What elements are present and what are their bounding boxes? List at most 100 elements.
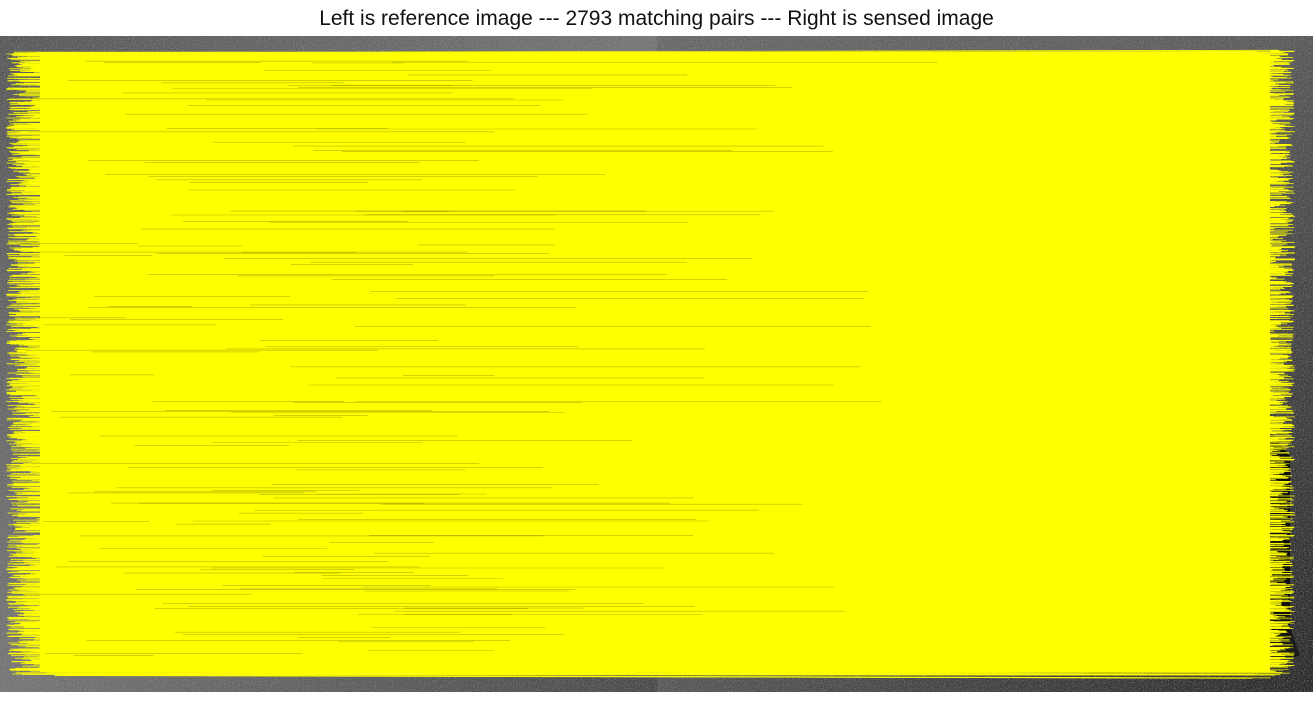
- match-line: [53, 559, 1274, 561]
- match-line: [54, 462, 1255, 465]
- match-line: [65, 78, 1273, 80]
- match-line: [17, 137, 1274, 140]
- match-line: [26, 99, 1284, 102]
- match-line: [59, 72, 1269, 76]
- match-line: [60, 399, 1250, 402]
- match-line: [63, 562, 1292, 566]
- match-line: [57, 494, 1279, 498]
- match-line: [46, 80, 1286, 83]
- match-line: [54, 451, 1273, 454]
- match-line: [7, 133, 1273, 137]
- match-line: [52, 103, 1274, 106]
- match-line: [23, 171, 1290, 174]
- match-line: [20, 66, 1282, 71]
- match-line: [11, 661, 1247, 663]
- match-line: [39, 580, 1287, 584]
- match-line: [27, 321, 1259, 324]
- match-line: [36, 271, 1286, 275]
- match-line: [43, 411, 1274, 414]
- match-line: [62, 167, 1246, 170]
- match-line: [46, 243, 1268, 247]
- match-line: [14, 568, 1286, 572]
- match-line: [50, 159, 1293, 162]
- match-line: [36, 236, 1251, 239]
- match-line: [18, 536, 1290, 539]
- match-line: [37, 323, 1261, 326]
- match-line: [14, 611, 1270, 614]
- match-line: [27, 259, 1268, 264]
- match-line: [13, 430, 1268, 433]
- match-line: [23, 326, 1279, 328]
- match-line: [50, 111, 1269, 115]
- match-line: [39, 665, 1270, 670]
- match-line: [57, 229, 1267, 233]
- match-line: [29, 559, 1259, 564]
- match-line: [46, 630, 1287, 635]
- match-line: [6, 389, 1271, 393]
- match-line: [36, 510, 1252, 512]
- match-line: [55, 578, 1274, 581]
- match-line: [15, 552, 1261, 556]
- match-line: [46, 531, 1284, 534]
- match-line: [63, 187, 1261, 190]
- match-line: [59, 367, 1259, 371]
- match-line: [14, 522, 1263, 527]
- match-line: [64, 90, 1275, 94]
- match-line: [17, 554, 1249, 557]
- match-line: [15, 526, 1294, 531]
- match-line: [55, 509, 1286, 512]
- match-line: [25, 526, 1269, 528]
- match-line: [12, 514, 1288, 518]
- match-line: [25, 340, 1274, 343]
- match-svg: [0, 36, 1313, 692]
- match-line: [7, 405, 1268, 407]
- match-line: [24, 545, 1253, 548]
- match-line: [43, 260, 1256, 265]
- match-line: [46, 207, 1275, 212]
- match-line: [21, 163, 1267, 167]
- match-line: [60, 114, 1282, 117]
- match-line: [58, 569, 1248, 572]
- match-line: [57, 279, 1292, 283]
- match-line: [25, 184, 1246, 187]
- match-line: [26, 439, 1246, 443]
- match-line: [29, 87, 1263, 92]
- match-line: [25, 141, 1256, 146]
- match-line: [54, 218, 1275, 222]
- match-line: [62, 245, 1253, 250]
- match-line: [23, 507, 1274, 511]
- match-line: [16, 218, 1280, 223]
- match-line: [62, 235, 1276, 239]
- match-line: [51, 348, 1274, 352]
- match-line: [64, 345, 1274, 349]
- match-line: [62, 329, 1269, 331]
- match-line: [35, 637, 1283, 639]
- match-line: [9, 293, 1278, 297]
- match-line: [42, 143, 1250, 147]
- match-line: [28, 481, 1292, 484]
- match-line: [32, 174, 1280, 176]
- match-line: [26, 624, 1279, 628]
- match-line: [7, 224, 1295, 228]
- match-line: [12, 384, 1256, 387]
- match-line: [62, 107, 1255, 110]
- match-line: [25, 487, 1262, 491]
- match-line: [25, 91, 1294, 95]
- match-line: [16, 331, 1246, 335]
- match-line: [55, 189, 1290, 191]
- match-line: [45, 387, 1257, 391]
- match-line: [42, 60, 1293, 63]
- match-figure: [0, 36, 1313, 692]
- match-line: [46, 581, 1263, 586]
- match-line: [58, 502, 1293, 506]
- match-line: [18, 646, 1264, 650]
- match-line: [65, 87, 1273, 89]
- match-line: [52, 565, 1267, 570]
- match-line: [53, 239, 1282, 243]
- match-line: [39, 475, 1262, 478]
- match-line: [58, 394, 1285, 398]
- match-line: [47, 454, 1278, 458]
- match-line: [56, 505, 1246, 508]
- match-line: [13, 484, 1291, 489]
- match-line: [63, 105, 1257, 109]
